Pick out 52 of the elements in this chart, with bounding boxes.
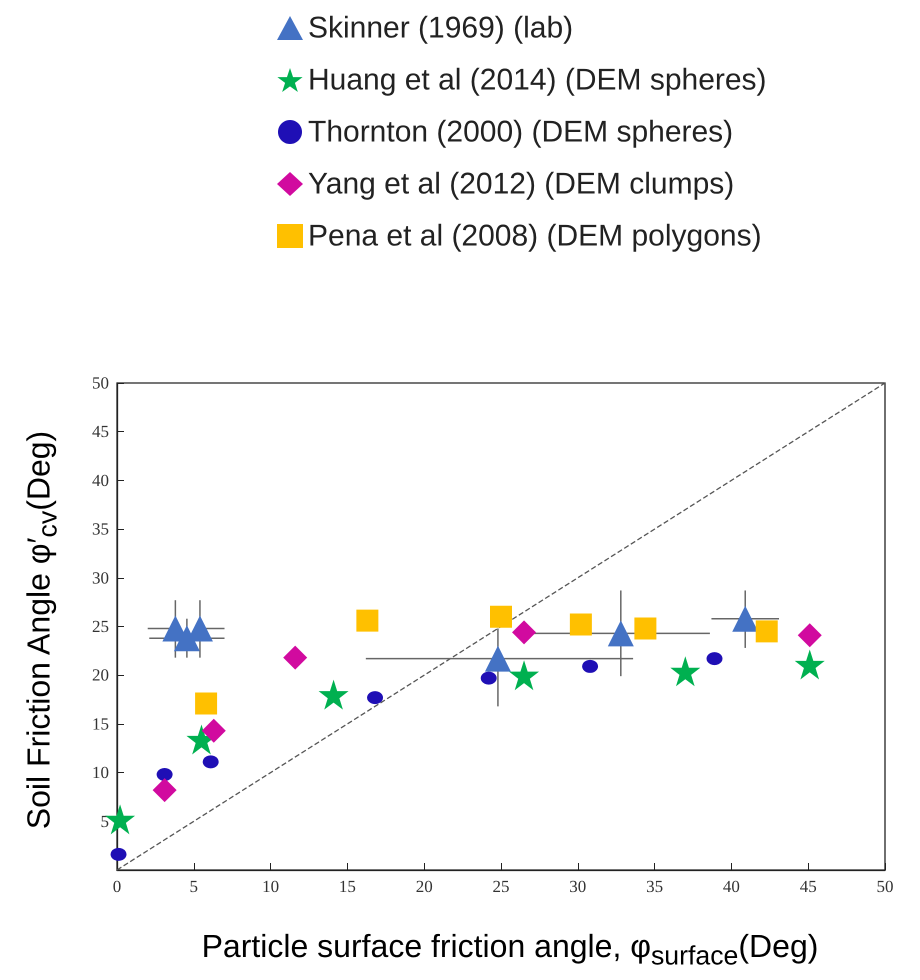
y-tick-label: 25 bbox=[92, 617, 109, 636]
point bbox=[367, 691, 384, 704]
point bbox=[582, 660, 598, 673]
point bbox=[794, 649, 825, 680]
y-tick-label: 35 bbox=[92, 520, 109, 539]
point bbox=[512, 620, 536, 644]
point bbox=[756, 620, 778, 642]
x-tick-label: 0 bbox=[112, 877, 122, 896]
x-tick-label: 25 bbox=[492, 877, 510, 896]
x-tick-label: 15 bbox=[338, 877, 356, 896]
point bbox=[480, 672, 497, 685]
x-tick-label: 45 bbox=[800, 877, 817, 896]
y-tick-label: 10 bbox=[92, 763, 109, 782]
y-tick-label: 20 bbox=[92, 666, 109, 685]
legend-label: Huang et al (2014) (DEM spheres) bbox=[308, 64, 767, 96]
x-tick-label: 35 bbox=[646, 877, 664, 896]
legend-label: Skinner (1969) (lab) bbox=[308, 12, 574, 44]
x-tick-label: 5 bbox=[190, 877, 198, 896]
x-tick-label: 20 bbox=[416, 877, 433, 896]
point bbox=[110, 848, 127, 861]
point bbox=[174, 625, 200, 652]
point bbox=[608, 620, 634, 646]
point bbox=[670, 656, 700, 686]
point bbox=[706, 652, 723, 666]
y-tick-label: 15 bbox=[92, 714, 109, 734]
point bbox=[634, 617, 656, 640]
point bbox=[570, 614, 592, 636]
legend-label: Yang et al (2012) (DEM clumps) bbox=[308, 168, 734, 200]
point bbox=[356, 610, 378, 632]
y-tick-label: 40 bbox=[92, 470, 109, 490]
point bbox=[195, 692, 218, 714]
point bbox=[283, 646, 308, 670]
legend-label: Pena et al (2008) (DEM polygons) bbox=[308, 220, 762, 252]
x-tick-label: 50 bbox=[876, 877, 894, 896]
point bbox=[318, 680, 349, 710]
point bbox=[490, 606, 512, 628]
point bbox=[202, 755, 219, 768]
x-tick-label: 30 bbox=[569, 877, 586, 896]
legend-label: Thornton (2000) (DEM spheres) bbox=[308, 116, 734, 148]
x-tick-label: 10 bbox=[262, 877, 280, 896]
point bbox=[152, 778, 177, 802]
point bbox=[798, 623, 822, 648]
point bbox=[202, 718, 226, 743]
x-axis-title: Particle surface friction angle, φ$_{surface}$(Deg) bbox=[200, 928, 820, 972]
point bbox=[156, 768, 173, 782]
point bbox=[509, 660, 540, 690]
y-tick-label: 30 bbox=[92, 568, 109, 588]
y-tick-label: 50 bbox=[92, 374, 109, 392]
y-tick-label: 45 bbox=[92, 422, 109, 442]
point bbox=[484, 646, 511, 672]
y-tick-label: 5 bbox=[100, 812, 109, 831]
x-tick-label: 40 bbox=[722, 877, 740, 896]
